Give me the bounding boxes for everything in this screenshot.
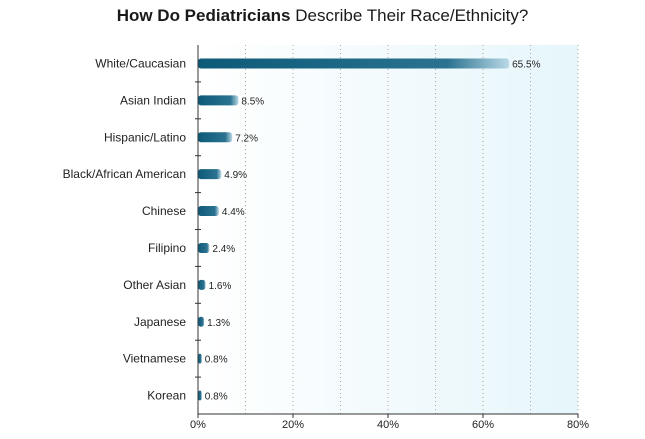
value-label-6: 1.6% bbox=[209, 281, 232, 292]
chart-title: How Do Pediatricians Describe Their Race… bbox=[0, 6, 645, 26]
x-tick-label-60: 60% bbox=[472, 419, 494, 431]
category-label-1: Asian Indian bbox=[120, 93, 186, 107]
chart-title-rest: Describe Their Race/Ethnicity? bbox=[290, 6, 529, 25]
category-label-3: Black/African American bbox=[63, 167, 186, 181]
category-label-2: Hispanic/Latino bbox=[104, 130, 186, 144]
value-label-4: 4.4% bbox=[222, 207, 245, 218]
bar-1 bbox=[198, 95, 239, 106]
bars bbox=[198, 58, 510, 401]
bar-8 bbox=[198, 353, 202, 364]
value-label-8: 0.8% bbox=[205, 355, 228, 366]
category-labels: White/Caucasian Asian Indian Hispanic/Lati… bbox=[63, 56, 187, 402]
x-tick-label-0: 0% bbox=[190, 419, 206, 431]
bar-5 bbox=[198, 242, 210, 253]
category-label-4: Chinese bbox=[142, 204, 186, 218]
value-label-5: 2.4% bbox=[212, 244, 235, 255]
value-label-1: 8.5% bbox=[241, 96, 264, 107]
bar-2 bbox=[198, 132, 233, 143]
x-tick-label-80: 80% bbox=[567, 419, 589, 431]
chart-title-bold: How Do Pediatricians bbox=[116, 6, 291, 25]
category-label-8: Vietnamese bbox=[123, 352, 186, 366]
value-label-0: 65.5% bbox=[512, 59, 540, 70]
bar-7 bbox=[198, 316, 205, 327]
category-label-9: Korean bbox=[147, 389, 186, 403]
value-label-3: 4.9% bbox=[224, 170, 247, 181]
gridlines bbox=[245, 45, 579, 414]
bar-4 bbox=[198, 206, 219, 217]
bar-3 bbox=[198, 169, 222, 180]
bar-0 bbox=[198, 58, 510, 69]
category-label-6: Other Asian bbox=[123, 278, 186, 292]
category-label-5: Filipino bbox=[148, 241, 186, 255]
value-label-7: 1.3% bbox=[207, 318, 230, 329]
x-tick-label-20: 20% bbox=[282, 419, 304, 431]
bar-9 bbox=[198, 390, 202, 401]
value-labels: 65.5% 8.5% 7.2% 4.9% 4.4% 2.4% 1.6% 1.3% 0.8% 0.8… bbox=[205, 59, 541, 402]
axes: 0% 20% 40% 60% 80% bbox=[190, 45, 589, 431]
x-tick-label-40: 40% bbox=[377, 419, 399, 431]
value-label-2: 7.2% bbox=[235, 133, 258, 144]
category-label-7: Japanese bbox=[134, 315, 186, 329]
value-label-9: 0.8% bbox=[205, 392, 228, 403]
bar-6 bbox=[198, 279, 206, 290]
category-label-0: White/Caucasian bbox=[95, 56, 186, 70]
